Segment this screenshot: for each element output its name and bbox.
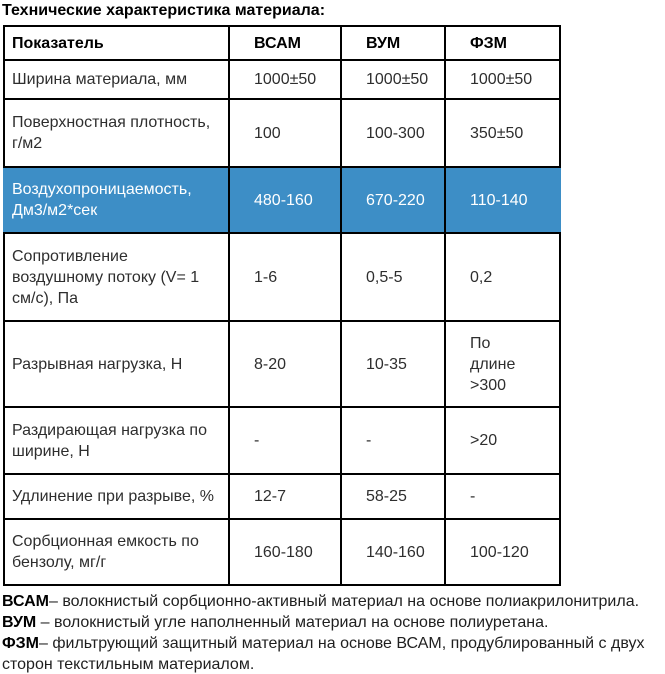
- cell-value: 110-140: [444, 166, 561, 234]
- table-row: Поверхностная плотность, г/м2 100 100-300 3…: [3, 98, 561, 168]
- row-label: Воздухопроницаемость, Дм3/м2*сек: [3, 166, 230, 234]
- cell-value: 1-6: [228, 232, 342, 322]
- page-title: Технические характеристика материала:: [2, 2, 326, 19]
- cell-value: 1000±50: [340, 59, 446, 100]
- footnote-text: – фильтрующий защитный материал на основ…: [2, 635, 645, 673]
- column-header-fzm: ФЗМ: [444, 25, 561, 61]
- column-header-vsam: ВСАМ: [228, 25, 342, 61]
- row-label: Сорбционная емкость по бензолу, мг/г: [3, 518, 230, 586]
- column-header-pokazatel: Показатель: [3, 25, 230, 61]
- cell-value: 100: [228, 98, 342, 168]
- column-header-vum: ВУМ: [340, 25, 446, 61]
- cell-value: 1000±50: [444, 59, 561, 100]
- row-label: Сопротивление воздушному потоку (V= 1 см…: [3, 232, 230, 322]
- row-label: Раздирающая нагрузка по ширине, Н: [3, 406, 230, 475]
- table-row: Сопротивление воздушному потоку (V= 1 см…: [3, 232, 561, 322]
- cell-value: -: [340, 406, 446, 475]
- cell-value: 10-35: [340, 320, 446, 408]
- cell-value: 350±50: [444, 98, 561, 168]
- footnote: ВСАМ– волокнистый сорбционно-активный ма…: [2, 591, 663, 612]
- cell-value: 1000±50: [228, 59, 342, 100]
- table-row: Раздирающая нагрузка по ширине, Н - - >20: [3, 406, 561, 475]
- table-row: Ширина материала, мм 1000±50 1000±50 1000±5…: [3, 59, 561, 100]
- footnote-term: ФЗМ: [2, 635, 40, 652]
- specs-table: Показатель ВСАМ ВУМ ФЗМ Ширина материала…: [3, 25, 561, 586]
- row-label: Удлинение при разрыве, %: [3, 473, 230, 520]
- table-row: Воздухопроницаемость, Дм3/м2*сек 480-160 6…: [3, 166, 561, 234]
- footnote: ФЗМ– фильтрующий защитный материал на ос…: [2, 633, 663, 674]
- footnote-term: ВСАМ: [2, 593, 49, 610]
- cell-value: 58-25: [340, 473, 446, 520]
- footnote-term: ВУМ: [2, 614, 37, 631]
- cell-value: 140-160: [340, 518, 446, 586]
- cell-value: -: [444, 473, 561, 520]
- row-label: Ширина материала, мм: [3, 59, 230, 100]
- cell-value: 480-160: [228, 166, 342, 234]
- footnote: ВУМ – волокнистый угле наполненный матер…: [2, 612, 663, 633]
- table-body: Ширина материала, мм 1000±50 1000±50 1000±5…: [3, 59, 561, 586]
- cell-value: 100-300: [340, 98, 446, 168]
- table-row: Разрывная нагрузка, Н 8-20 10-35 По длине >…: [3, 320, 561, 408]
- cell-value: 0,2: [444, 232, 561, 322]
- cell-value: 12-7: [228, 473, 342, 520]
- cell-value: -: [228, 406, 342, 475]
- row-label: Разрывная нагрузка, Н: [3, 320, 230, 408]
- cell-value: 8-20: [228, 320, 342, 408]
- cell-value: 670-220: [340, 166, 446, 234]
- footnotes: ВСАМ– волокнистый сорбционно-активный ма…: [2, 591, 663, 674]
- footnote-text: – волокнистый угле наполненный материал …: [36, 614, 549, 631]
- table-row: Удлинение при разрыве, % 12-7 58-25-: [3, 473, 561, 520]
- table-header-row: Показатель ВСАМ ВУМ ФЗМ: [3, 25, 561, 61]
- cell-value: 100-120: [444, 518, 561, 586]
- cell-value: >20: [444, 406, 561, 475]
- cell-value: По длине >300: [444, 320, 561, 408]
- footnote-text: – волокнистый сорбционно-активный матери…: [48, 593, 640, 610]
- cell-value: 160-180: [228, 518, 342, 586]
- cell-value: 0,5-5: [340, 232, 446, 322]
- table-row: Сорбционная емкость по бензолу, мг/г 160-…: [3, 518, 561, 586]
- row-label: Поверхностная плотность, г/м2: [3, 98, 230, 168]
